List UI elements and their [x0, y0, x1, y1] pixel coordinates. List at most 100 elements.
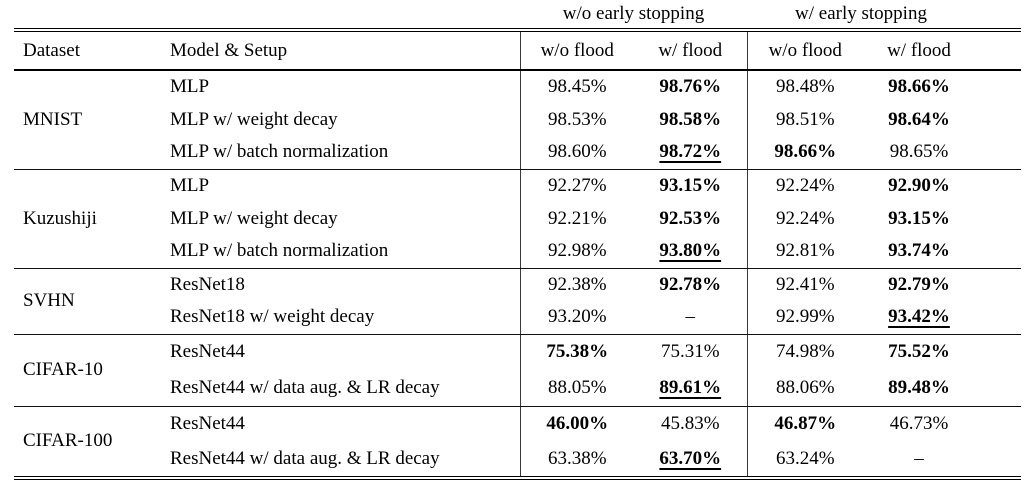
value-text: 98.60%	[547, 141, 607, 163]
value-cell: 98.66%	[863, 70, 975, 103]
model-setup-cell: MLP w/ weight decay	[170, 108, 338, 130]
value-cell: 92.81%	[746, 235, 863, 269]
value-cell: 93.74%	[863, 235, 975, 269]
value-text: 92.99%	[775, 306, 835, 328]
value-text: 93.80%	[659, 240, 722, 262]
model-setup-cell: ResNet44	[170, 341, 245, 363]
value-cell: 89.48%	[863, 370, 975, 407]
column-header-row: Dataset Model & Setup w/o flood w/ flood…	[14, 30, 1021, 71]
model-setup-cell: MLP w/ batch normalization	[160, 136, 520, 170]
value-cell: 89.61%	[634, 370, 747, 407]
spacer-cell	[975, 235, 1021, 269]
value-cell: 93.15%	[863, 202, 975, 235]
model-setup-cell: ResNet18 w/ weight decay	[160, 301, 520, 335]
col-header-w-flood-2: w/ flood	[863, 30, 975, 71]
table-row: ResNet18 w/ weight decay 93.20% – 92.99% 93.…	[14, 301, 1021, 335]
value-text: 98.72%	[659, 141, 722, 163]
col-header-dataset: Dataset	[14, 30, 160, 71]
value-cell: 98.53%	[519, 103, 634, 136]
dataset-cell: MNIST	[14, 70, 160, 170]
value-text: 92.79%	[888, 273, 950, 295]
results-table: w/o early stopping w/ early stopping Dat…	[14, 0, 1021, 480]
spacer-cell	[975, 169, 1021, 202]
value-text: 98.51%	[775, 108, 835, 130]
value-cell: 93.80%	[634, 235, 747, 269]
dataset-cell: SVHN	[14, 268, 160, 335]
value-cell: 75.31%	[634, 334, 747, 370]
value-text: –	[685, 306, 696, 328]
model-setup-cell: MLP w/ weight decay	[170, 207, 338, 229]
group-header-w-early-stopping: w/ early stopping	[747, 0, 975, 32]
value-text: 46.00%	[546, 413, 609, 435]
value-cell: 98.76%	[634, 70, 747, 103]
table-row: CIFAR-10 ResNet44 75.38% 75.31% 74.98% 75.52%	[14, 334, 1021, 407]
value-cell: –	[634, 301, 747, 335]
table-row: SVHN ResNet18 92.38% 92.78% 92.41% 92.79%	[14, 268, 1021, 335]
col-header-wo-flood-1: w/o flood	[519, 30, 634, 71]
value-text: 93.20%	[547, 306, 607, 328]
table-row: ResNet44 w/ data aug. & LR decay 63.38% 63…	[14, 442, 1021, 480]
col-header-wo-flood-2: w/o flood	[746, 30, 863, 71]
value-cell: –	[863, 442, 975, 480]
value-text: 92.78%	[659, 273, 722, 295]
spacer-cell	[975, 442, 1021, 480]
value-text: 92.24%	[775, 174, 835, 196]
value-cell: 74.98%	[746, 334, 863, 370]
value-text: 98.48%	[775, 76, 835, 97]
spacer-cell	[975, 406, 1021, 442]
value-text: 98.76%	[659, 76, 722, 97]
model-setup-cell: MLP	[170, 174, 210, 196]
value-cell: 92.38%	[519, 268, 634, 301]
value-text: 88.06%	[775, 376, 835, 398]
col-header-model-setup: Model & Setup	[160, 30, 520, 71]
value-cell: 92.24%	[746, 169, 863, 202]
value-text: 74.98%	[775, 341, 835, 363]
dataset-cell: CIFAR-100	[14, 406, 160, 480]
value-cell: 98.58%	[634, 103, 747, 136]
spacer-cell	[975, 136, 1021, 170]
value-cell: 75.38%	[519, 334, 634, 370]
value-text: 98.65%	[889, 141, 949, 163]
value-text: 92.24%	[775, 207, 835, 229]
model-setup-cell: ResNet44 w/ data aug. & LR decay	[160, 442, 520, 480]
value-text: 88.05%	[547, 376, 607, 398]
table-row: MLP w/ weight decay 92.21% 92.53% 92.24% 93.…	[14, 202, 1021, 235]
model-setup-cell: MLP	[170, 76, 210, 97]
table-row: MLP w/ batch normalization 92.98% 93.80% 92…	[14, 235, 1021, 269]
value-cell: 63.70%	[634, 442, 747, 480]
spacer-cell	[975, 103, 1021, 136]
value-text: 93.74%	[888, 240, 950, 262]
value-cell: 75.52%	[863, 334, 975, 370]
value-cell: 92.53%	[634, 202, 747, 235]
value-text: 46.87%	[774, 413, 837, 435]
value-text: 92.81%	[775, 240, 835, 262]
col-header-w-flood-1: w/ flood	[634, 30, 747, 71]
value-cell: 98.64%	[863, 103, 975, 136]
value-text: 92.53%	[659, 207, 722, 229]
value-text: 63.24%	[775, 448, 835, 469]
value-text: 63.38%	[547, 448, 607, 469]
value-text: 93.15%	[659, 174, 722, 196]
dataset-block: MNIST MLP 98.45% 98.76% 98.48% 98.66% MLP w/ w…	[14, 70, 1021, 170]
dataset-cell: Kuzushiji	[14, 169, 160, 269]
group-header-wo-early-stopping: w/o early stopping	[520, 0, 747, 32]
model-setup-cell: ResNet44 w/ data aug. & LR decay	[160, 370, 520, 407]
value-cell: 93.20%	[519, 301, 634, 335]
col-header-spacer	[975, 30, 1021, 71]
value-text: 92.27%	[547, 174, 607, 196]
spacer-cell	[975, 370, 1021, 407]
spacer-cell	[975, 268, 1021, 301]
value-cell: 92.41%	[746, 268, 863, 301]
value-text: 75.31%	[660, 341, 720, 363]
value-cell: 88.05%	[519, 370, 634, 407]
value-text: 46.73%	[889, 413, 949, 435]
value-cell: 98.60%	[519, 136, 634, 170]
table-row: ResNet44 w/ data aug. & LR decay 88.05% 89…	[14, 370, 1021, 407]
value-cell: 92.99%	[746, 301, 863, 335]
value-cell: 98.65%	[863, 136, 975, 170]
table-row: MNIST MLP 98.45% 98.76% 98.48% 98.66%	[14, 70, 1021, 170]
value-text: 75.52%	[888, 341, 950, 363]
value-cell: 98.51%	[746, 103, 863, 136]
value-text: 98.45%	[547, 76, 607, 97]
spacer-cell	[975, 301, 1021, 335]
